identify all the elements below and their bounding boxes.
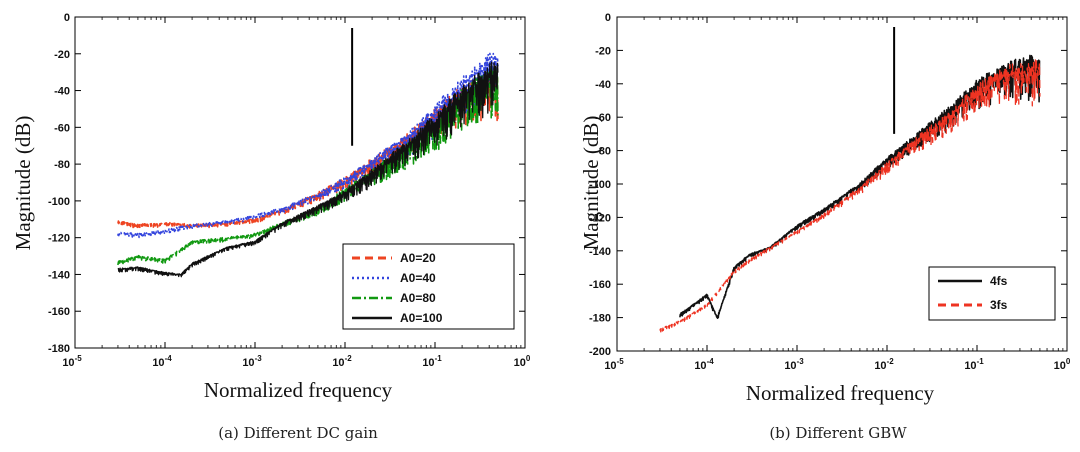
- chart-b-xlabel: Normalized frequency: [746, 381, 935, 405]
- chart-a-xtick-label: 10-1: [422, 354, 442, 369]
- chart-b-ytick-label: -60: [595, 112, 611, 124]
- chart-b-xtick-label: 10-4: [694, 357, 714, 372]
- chart-a-ytick-label: 0: [64, 12, 70, 24]
- chart-a-ytick-label: -80: [54, 159, 70, 171]
- chart-b: 0 -20 -40 -60 -80 -100 -120 -140 -160 -1…: [579, 12, 1071, 442]
- chart-b-series-line: [679, 54, 1041, 319]
- chart-b-ytick-label: -20: [595, 45, 611, 57]
- chart-b-ytick-label: -180: [589, 313, 611, 325]
- chart-a-ytick-label: -40: [54, 86, 70, 98]
- chart-b-xtick-label: 100: [1054, 357, 1071, 372]
- chart-b-series-line: [659, 58, 1041, 333]
- chart-a-ytick-label: -140: [48, 269, 70, 281]
- chart-b-xtick-label: 10-3: [784, 357, 804, 372]
- chart-a: 0 -20 -40 -60 -80 -100 -120 -140 -160 -1…: [11, 12, 531, 442]
- chart-b-legend: 4fs 3fs: [928, 266, 1056, 321]
- chart-b-ytick-label: -140: [589, 246, 611, 258]
- chart-b-xtick-label: 10-1: [964, 357, 984, 372]
- chart-a-ytick-label: -20: [54, 49, 70, 61]
- chart-b-axes: [616, 16, 1068, 352]
- chart-b-ytick-label: -120: [589, 212, 611, 224]
- chart-a-xtick-label: 10-4: [152, 354, 172, 369]
- legend-label-a0-80: A0=80: [400, 291, 436, 305]
- chart-a-ytick-label: -60: [54, 122, 70, 134]
- chart-b-ytick-label: -160: [589, 279, 611, 291]
- chart-b-xtick-label: 10-2: [874, 357, 894, 372]
- chart-b-series-group: [659, 27, 1041, 333]
- chart-b-ytick-label: 0: [605, 12, 611, 24]
- legend-label-a0-100: A0=100: [400, 311, 443, 325]
- chart-a-ytick-label: -160: [48, 306, 70, 318]
- chart-a-series-line: [117, 66, 499, 266]
- chart-a-axes: [74, 16, 526, 349]
- chart-b-legend-box: [928, 266, 1056, 321]
- chart-b-ytick-label: -200: [589, 346, 611, 358]
- chart-a-ytick-label: -120: [48, 233, 70, 245]
- chart-a-caption: (a) Different DC gain: [218, 424, 378, 442]
- chart-a-series-group: [117, 28, 499, 278]
- legend-label-a0-20: A0=20: [400, 251, 436, 265]
- chart-a-series-line: [117, 61, 499, 278]
- chart-a-ylabel: Magnitude (dB): [11, 116, 35, 251]
- chart-a-xtick-label: 10-5: [62, 354, 82, 369]
- chart-a-series-line: [117, 52, 499, 239]
- chart-a-ytick-label: -100: [48, 196, 70, 208]
- chart-a-xtick-label: 100: [514, 354, 531, 369]
- chart-a-xlabel: Normalized frequency: [204, 378, 393, 402]
- chart-b-ytick-label: -80: [595, 146, 611, 158]
- legend-label-3fs: 3fs: [990, 298, 1008, 312]
- chart-b-ytick-label: -100: [589, 179, 611, 191]
- chart-b-caption: (b) Different GBW: [769, 424, 907, 442]
- chart-a-xtick-label: 10-3: [242, 354, 262, 369]
- chart-a-legend: A0=20 A0=40 A0=80 A0=100: [342, 243, 515, 330]
- chart-b-ylabel: Magnitude (dB): [579, 116, 603, 251]
- chart-a-xtick-label: 10-2: [332, 354, 352, 369]
- chart-a-ytick-label: -180: [48, 343, 70, 355]
- chart-b-ytick-label: -40: [595, 79, 611, 91]
- chart-b-xtick-label: 10-5: [604, 357, 624, 372]
- legend-label-a0-40: A0=40: [400, 271, 436, 285]
- legend-label-4fs: 4fs: [990, 274, 1008, 288]
